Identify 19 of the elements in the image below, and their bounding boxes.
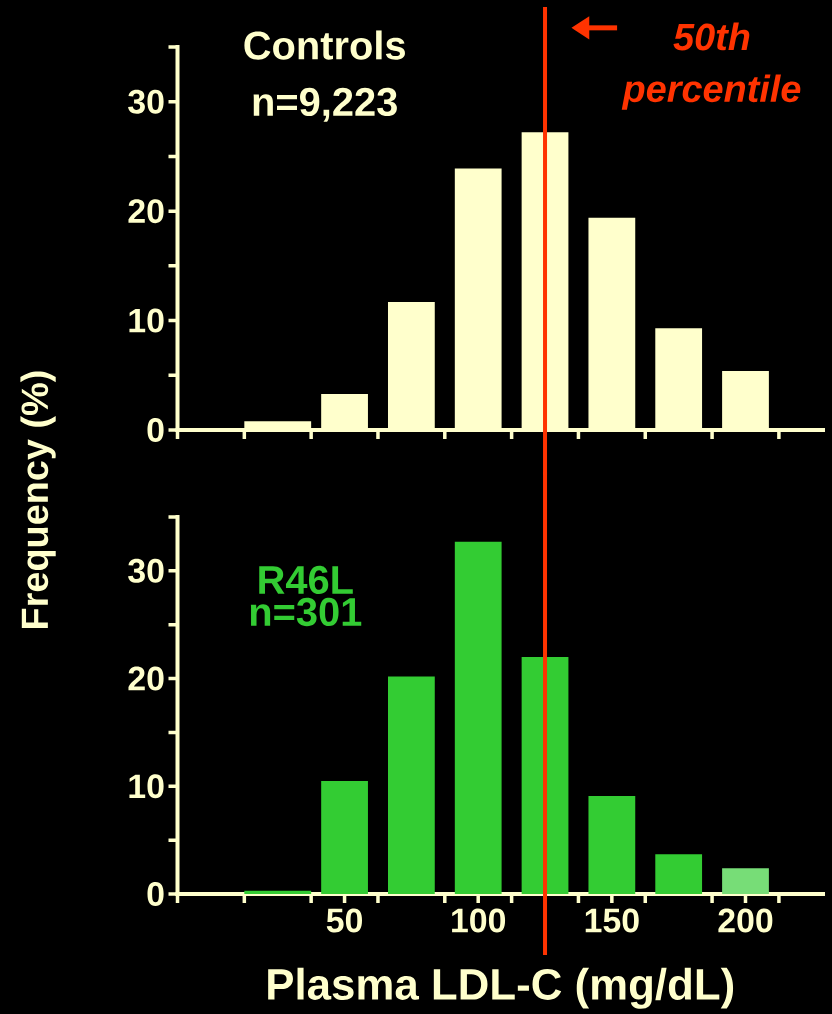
x-axis-title: Plasma LDL-C (mg/dL) xyxy=(268,967,734,1009)
y-tick-label: 30 xyxy=(128,89,164,114)
text: n=301 xyxy=(250,597,362,627)
text: n=9,223 xyxy=(253,87,397,122)
chart-title: Controls xyxy=(244,30,405,60)
y-tick-label: 0 xyxy=(147,882,164,906)
x-tick-label: 100 xyxy=(452,908,506,933)
y-tick-label: 10 xyxy=(129,308,164,333)
x-tick-label: 200 xyxy=(718,908,773,933)
y-tick-label: 20 xyxy=(128,666,164,691)
y-tick-label: 30 xyxy=(128,558,164,583)
y-axis-title: Frequency (%) xyxy=(20,371,56,628)
x-tick-label: 150 xyxy=(585,908,639,933)
y-tick-label: 10 xyxy=(129,774,164,799)
ref-line-label: 50th percentile xyxy=(621,22,801,110)
text: R46L xyxy=(259,565,353,595)
y-tick-label: 20 xyxy=(128,199,164,224)
x-tick-label: 50 xyxy=(326,908,363,933)
y-tick-label: 0 xyxy=(147,418,164,442)
